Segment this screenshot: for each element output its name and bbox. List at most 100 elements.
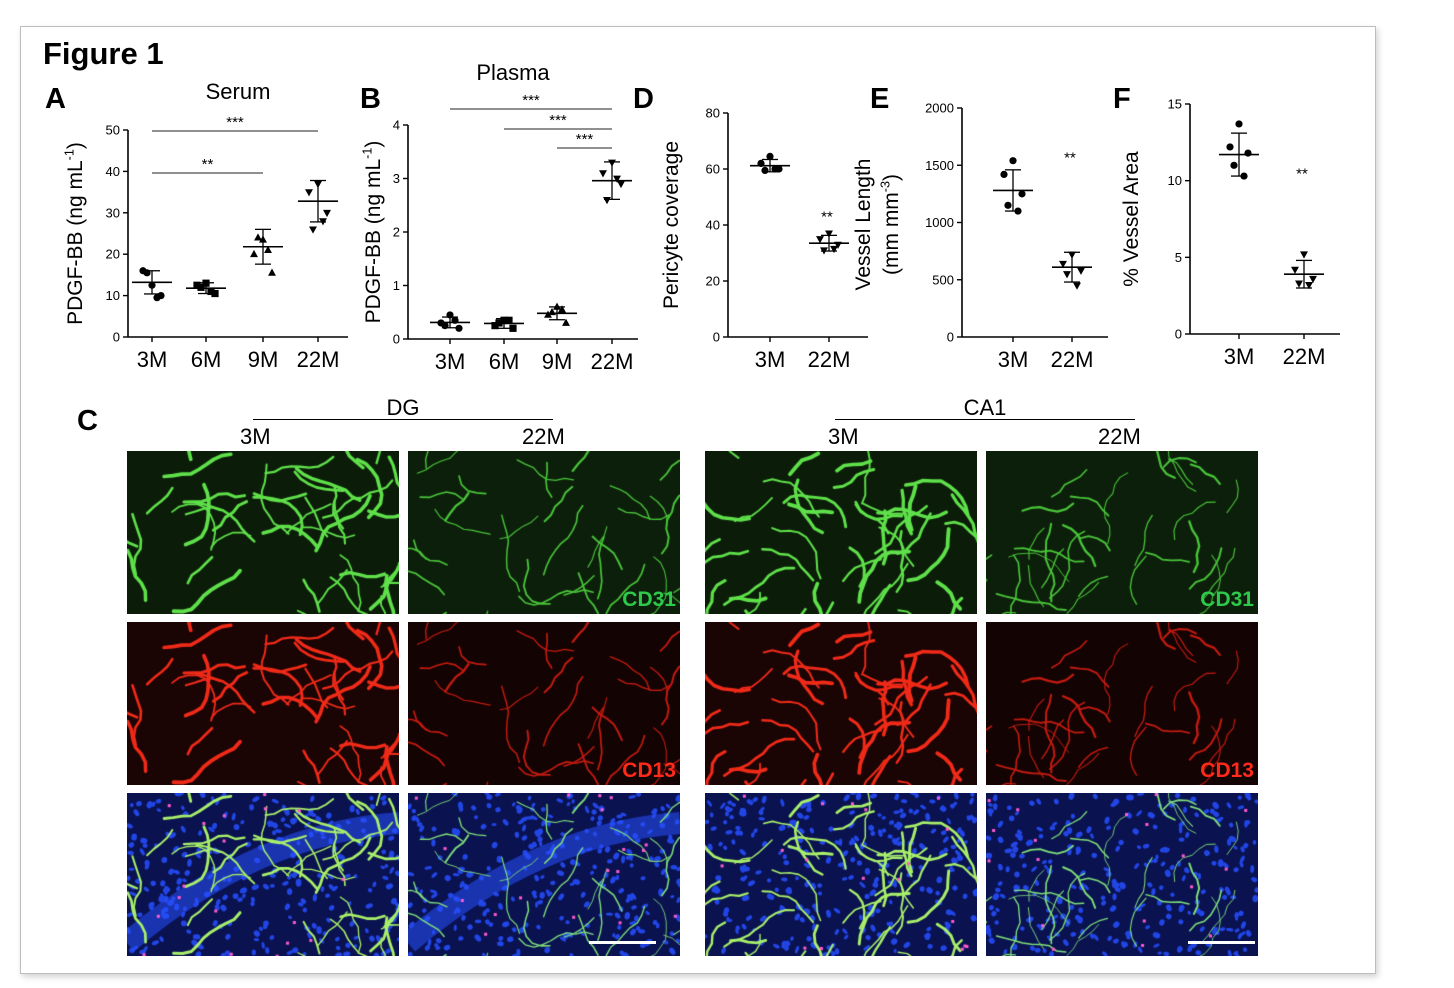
data-point: [197, 283, 205, 291]
y-tick-label: 1000: [925, 215, 954, 230]
data-point: [1305, 282, 1313, 290]
micrograph-dg-22m-merge: [408, 793, 680, 956]
y-tick-label: 2000: [925, 101, 954, 116]
y-axis-label: % Vessel Area: [1120, 151, 1143, 287]
data-point: [1291, 266, 1299, 274]
ca1-age-22m: 22M: [1098, 424, 1141, 449]
group-line-ca1: [835, 419, 1135, 420]
y-tick-label: 20: [106, 247, 120, 262]
data-point: [495, 319, 503, 327]
data-point: [834, 241, 842, 249]
data-point: [148, 281, 156, 289]
y-tick-label: 500: [932, 272, 954, 287]
significance-label: **: [1296, 165, 1308, 182]
chart-vessel-length: 0 500 1000 1500 2000 3M 22M Vessel Length (mm mm…: [852, 101, 1108, 372]
micrograph-dg-3m-cd31: [127, 451, 399, 614]
data-point: [1295, 280, 1303, 288]
chart-pericyte-coverage: 0 20 40 60 80 3M 22M Pericyte coverage **: [660, 106, 868, 372]
data-point: [319, 218, 327, 226]
data-point: [1014, 207, 1022, 215]
data-point: [446, 311, 454, 319]
data-point: [1059, 260, 1067, 269]
group-line-dg: [253, 419, 553, 420]
data-point: [617, 180, 625, 189]
data-point: [259, 235, 267, 243]
data-point: [211, 289, 219, 298]
chart-vessel-area: 0 5 10 15 3M 22M % Vessel Area **: [1120, 97, 1340, 369]
x-tick-label: 22M: [1051, 347, 1094, 372]
significance-label: **: [1064, 149, 1076, 166]
micrograph-ca1-3m-cd13: [705, 622, 977, 785]
y-tick-label: 5: [1175, 250, 1182, 265]
data-point: [1068, 251, 1076, 259]
data-point: [250, 249, 258, 258]
data-point: [1077, 267, 1085, 275]
y-tick-label: 0: [1175, 327, 1182, 342]
y-axis-label: Pericyte coverage: [660, 141, 683, 309]
panel-letter-d: D: [633, 83, 654, 115]
channel-label-cd13: CD13: [622, 759, 676, 782]
data-point: [558, 305, 566, 313]
data-point: [505, 316, 513, 324]
micrograph-ca1-22m-merge: [986, 793, 1258, 956]
data-point: [1235, 120, 1243, 128]
data-point: [451, 316, 459, 324]
y-axis-label: Vessel Length: [852, 159, 875, 291]
data-point: [1009, 157, 1017, 165]
data-point: [254, 233, 262, 241]
data-point: [599, 170, 607, 178]
data-point: [268, 268, 276, 276]
y-axis-label-unit: (mm mm-3): [879, 174, 903, 275]
data-point: [548, 307, 556, 316]
data-point: [309, 226, 317, 234]
x-tick-label: 9M: [542, 349, 573, 374]
data-point: [544, 310, 552, 318]
data-point: [441, 322, 449, 330]
x-tick-label: 3M: [435, 349, 466, 374]
micrograph-ca1-3m-cd31: [705, 451, 977, 614]
data-point: [1073, 282, 1081, 290]
x-tick-label: 22M: [808, 347, 851, 372]
data-point: [816, 236, 824, 244]
data-point: [1230, 161, 1238, 169]
y-tick-label: 1: [393, 278, 400, 293]
data-point: [509, 324, 517, 332]
group-label-ca1: CA1: [963, 395, 1007, 420]
y-tick-label: 10: [1168, 173, 1182, 188]
dg-age-22m: 22M: [522, 424, 565, 449]
data-point: [553, 302, 561, 310]
data-point: [825, 230, 833, 238]
data-point: [153, 294, 161, 302]
data-point: [193, 281, 201, 289]
micrograph-ca1-22m-cd13: CD13: [986, 622, 1258, 785]
micrograph-dg-3m-merge: [127, 793, 399, 956]
y-tick-label: 0: [713, 330, 720, 345]
significance-label: ***: [549, 112, 567, 129]
significance-label: **: [202, 156, 214, 173]
data-point: [761, 166, 769, 174]
data-point: [757, 159, 765, 167]
scale-bar: [589, 941, 656, 944]
data-point: [207, 287, 215, 296]
chart-title: Plasma: [476, 60, 550, 85]
y-tick-label: 10: [106, 288, 120, 303]
data-point: [1018, 190, 1026, 198]
data-point: [613, 175, 621, 183]
group-label-dg: DG: [386, 395, 420, 420]
channel-label-cd31: CD31: [1200, 588, 1254, 611]
y-tick-label: 0: [947, 330, 954, 345]
x-tick-label: 9M: [248, 347, 279, 372]
panel-letter-b: B: [360, 83, 381, 115]
y-tick-label: 40: [106, 164, 120, 179]
significance-label: ***: [522, 92, 540, 109]
channel-label-cd13: CD13: [1200, 759, 1254, 782]
data-point: [820, 247, 828, 255]
data-point: [608, 159, 616, 167]
panel-letter-c: C: [77, 405, 98, 437]
micrograph-dg-3m-cd13: [127, 622, 399, 785]
data-point: [562, 318, 570, 326]
x-tick-label: 3M: [1224, 344, 1255, 369]
figure-title: Figure 1: [43, 36, 164, 71]
panel-letter-a: A: [45, 83, 66, 115]
data-point: [264, 245, 272, 253]
